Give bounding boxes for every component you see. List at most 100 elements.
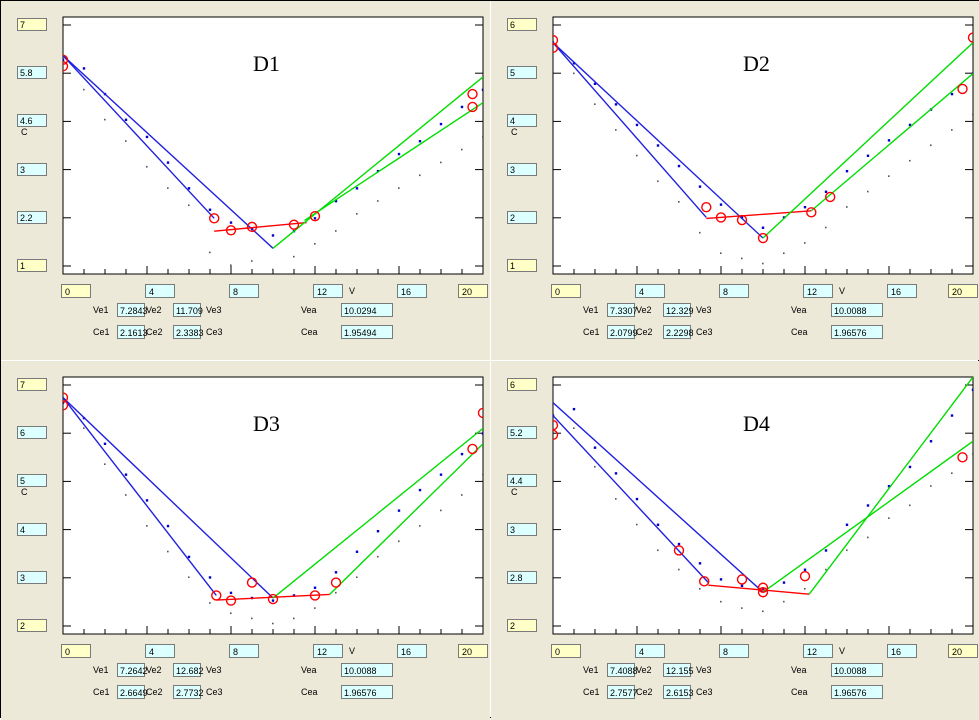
gray-point [230,264,232,267]
y-tick-label: 6 [17,426,47,440]
data-point [845,170,849,173]
x-tick-label: 4 [145,284,175,298]
gray-point [377,200,379,202]
fit-line-right [762,42,973,239]
gray-point [615,129,617,131]
gray-point [909,504,911,507]
data-point [334,199,338,203]
gray-point [678,201,680,203]
x-tick-label: 8 [719,644,749,658]
fit-line-left2 [63,55,215,219]
ce2-value: 2.2298 [663,325,694,339]
vea-label: Vea [301,665,317,675]
gray-point [125,494,127,496]
fit-line-right [808,377,973,595]
x-axis-label: V [349,286,356,296]
gray-point [846,206,848,208]
marker [246,221,258,233]
y-tick-label: 3 [17,162,47,176]
y-tick-label: 3 [507,522,537,536]
data-point [866,504,870,507]
y-tick-label: 4.4 [507,474,537,488]
ve2-value: 12.155 [663,663,694,677]
data-point [460,452,464,456]
gray-point [461,148,463,151]
ve1-label: Ve1 [583,305,599,315]
marker [208,213,220,224]
gray-point [573,427,575,429]
data-point [887,485,891,488]
x-axis-label: V [839,286,846,296]
cea-value: 1.96576 [831,685,883,699]
data-point [593,82,597,86]
data-point [187,187,191,190]
data-point [614,472,618,475]
chart-title: D4 [743,411,770,436]
ce3-label: Ce3 [206,327,223,337]
ve2-label: Ve2 [636,665,652,675]
gray-point [314,243,316,245]
data-point [397,152,401,156]
marker [63,392,69,403]
x-tick-label: 20 [948,644,978,658]
gray-point [104,118,106,121]
marker [246,577,258,588]
gray-point [825,568,827,571]
y-axis-label: C [511,127,518,137]
x-tick-label: 12 [803,644,833,658]
gray-point [146,165,148,168]
gray-point [888,517,890,519]
ce1-label: Ce1 [93,327,110,337]
gray-point [293,255,295,258]
chart-panel-d3: 7 6 5 4 3 2 0 4 8 12 16 20 V C D3 Ve1 7.2642 Ve2 12.682 Ve3… [1,361,490,720]
marker [330,577,342,588]
gray-point [83,427,85,429]
marker [757,582,769,593]
plot-area [62,16,484,275]
data-point [824,190,828,193]
gray-point [440,161,442,164]
gray-point [657,180,659,183]
y-axis-label: C [511,487,518,497]
ve2-value: 12.329 [663,303,694,317]
ve1-value: 7.2642 [117,663,148,677]
chart-title: D1 [253,51,280,76]
data-point [908,465,912,469]
marker [467,443,478,455]
ve1-label: Ve1 [583,665,599,675]
x-tick-label: 16 [887,644,917,658]
ve2-value: 12.682 [173,663,204,677]
ve1-value: 7.2843 [117,303,148,317]
gray-point [804,588,806,590]
marker [211,590,222,601]
marker [967,32,973,43]
data-point [782,216,786,219]
gray-point [825,226,827,229]
marker [225,225,237,236]
data-point [887,139,891,142]
marker [477,407,483,419]
x-tick-label: 16 [397,284,427,298]
chart-panel-d2: 6 5 4 3 2 1 0 4 8 12 16 20 V C D2 Ve1 7.3307 Ve2 12.329 Ve3… [491,1,979,360]
gray-point [909,159,911,162]
ce2-value: 2.3383 [173,325,204,339]
cea-label: Cea [791,327,808,337]
gray-point [419,525,421,527]
gray-point [83,88,85,91]
x-tick-label: 4 [145,644,175,658]
gray-point [804,242,806,244]
data-point [656,523,660,526]
data-point [761,587,765,591]
gray-point [951,472,953,474]
gray-point [615,498,617,500]
data-point [866,154,870,157]
data-point [782,581,786,584]
ce3-label: Ce3 [206,687,223,697]
vea-label: Vea [791,305,807,315]
data-point [334,571,338,574]
data-point [418,140,422,143]
plot-area [62,376,484,635]
fit-line-left2 [63,397,217,596]
y-tick-label: 5.2 [507,426,537,440]
data-point [355,187,359,190]
